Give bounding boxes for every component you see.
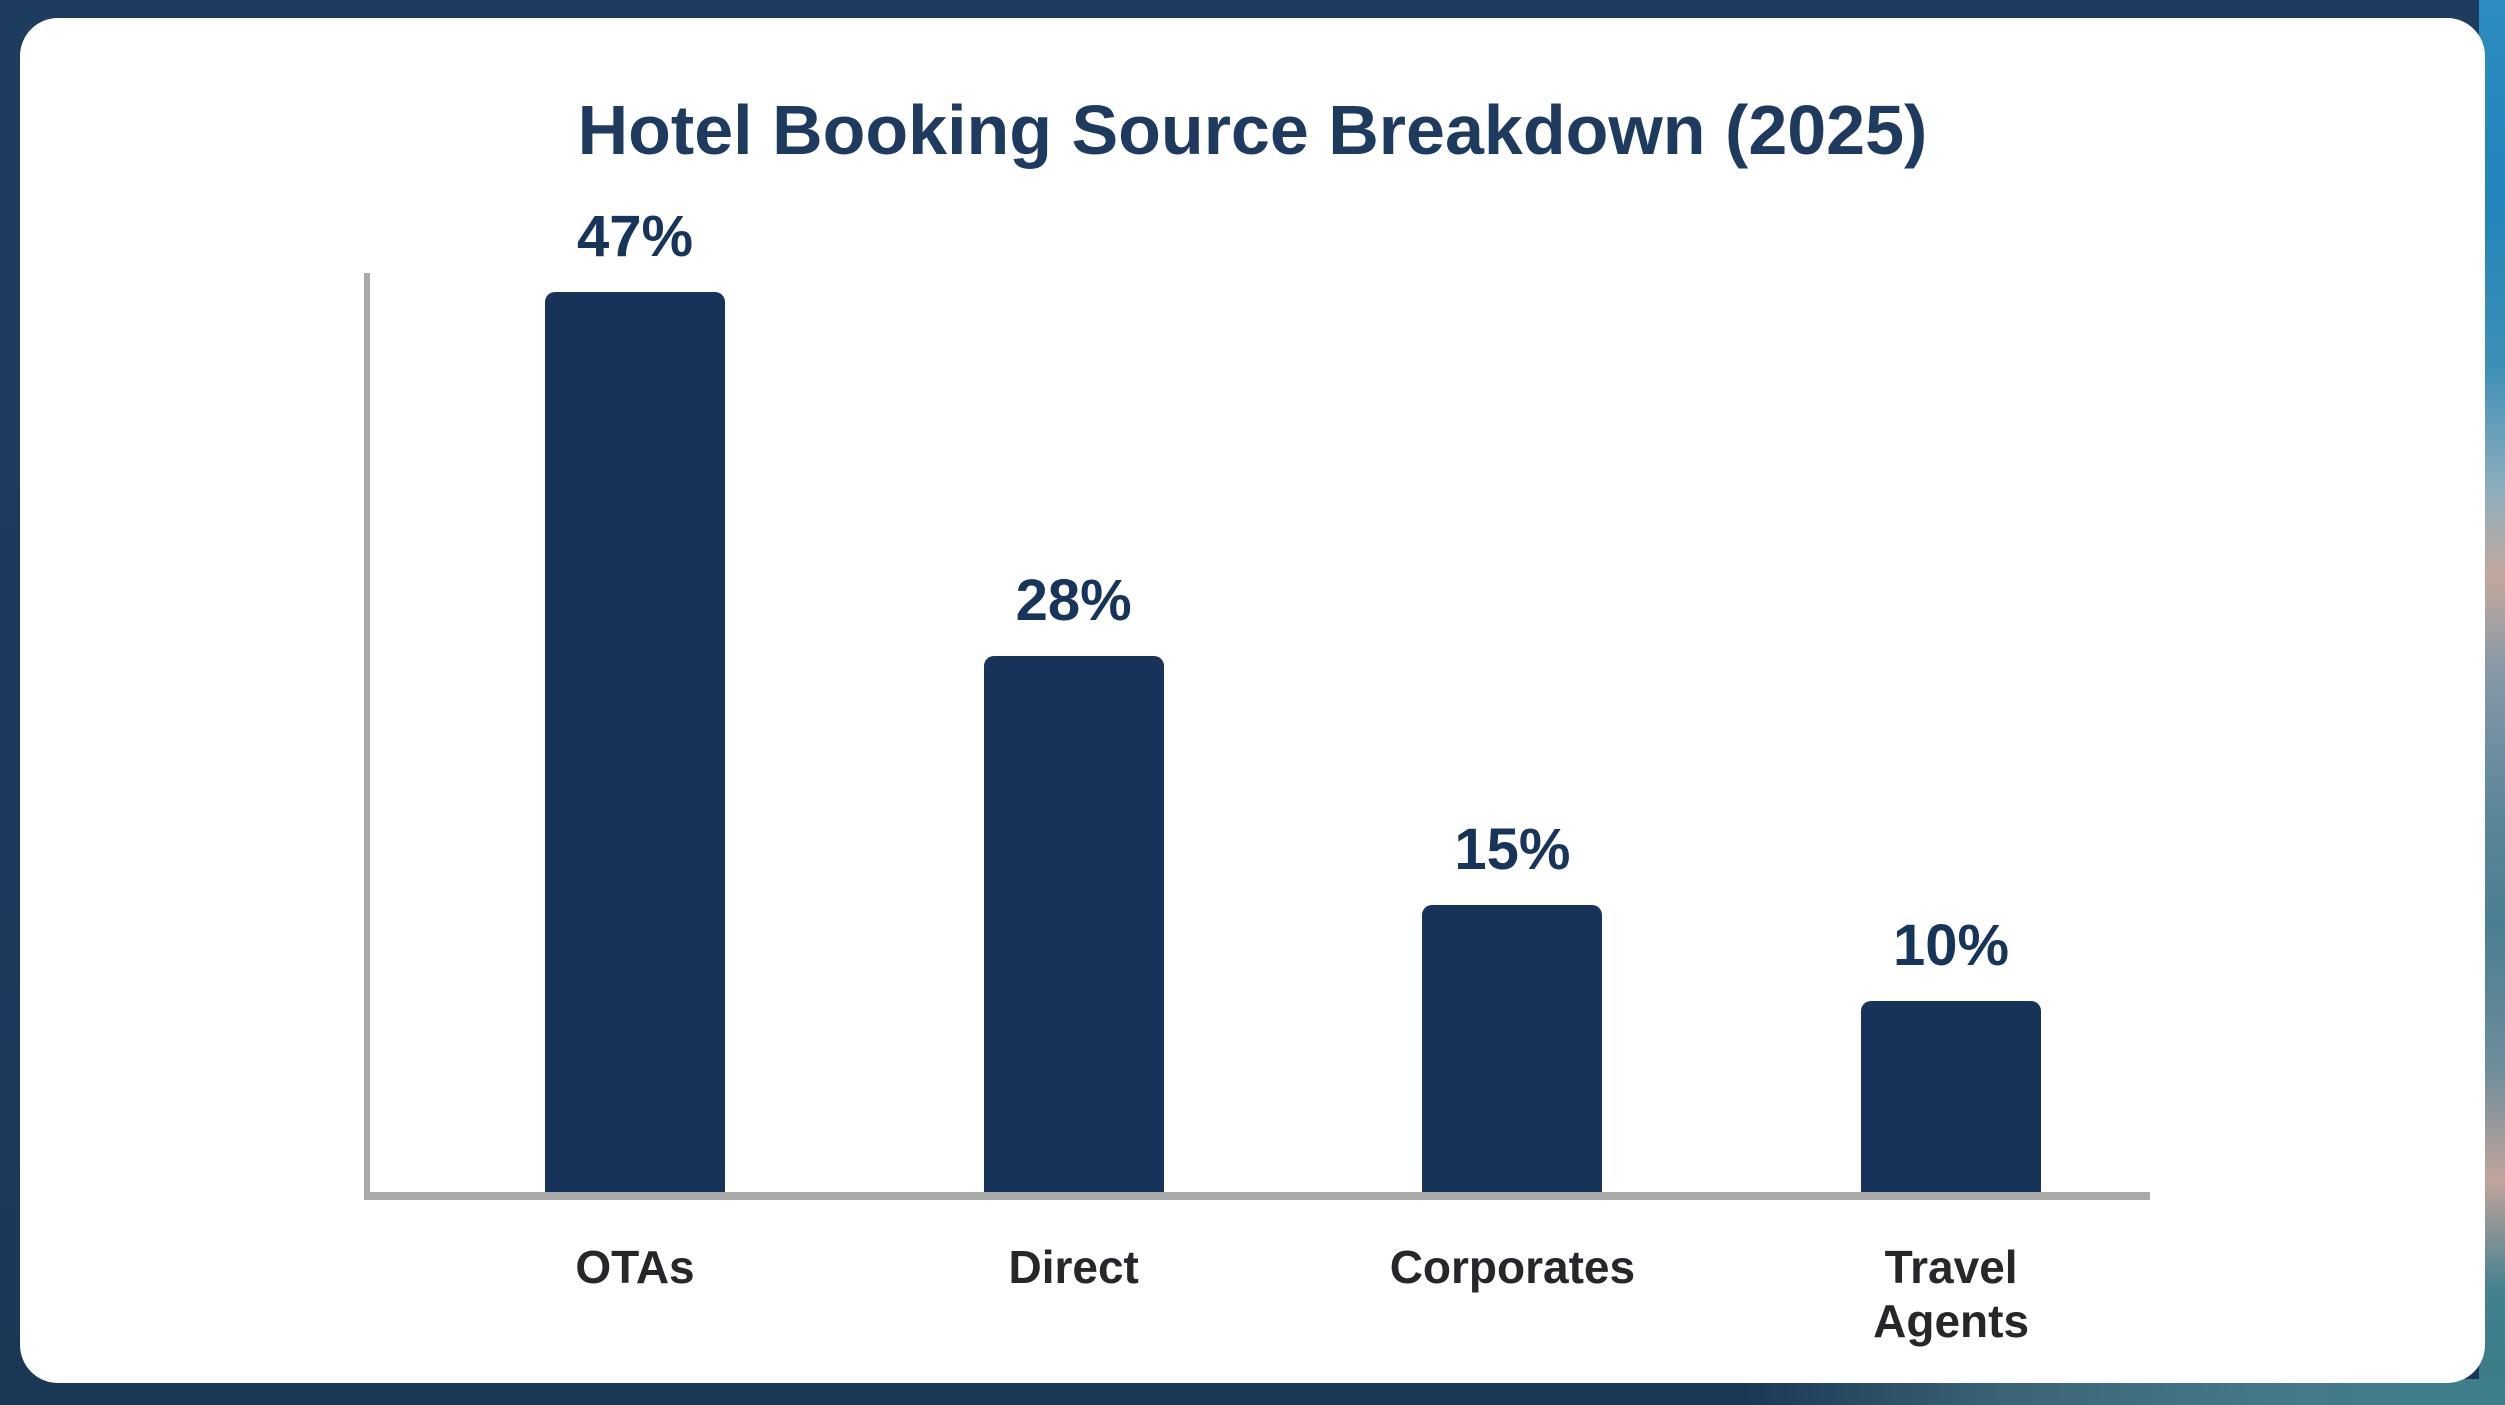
bar-corporates — [1422, 905, 1603, 1192]
category-label-travel-agents: Travel Agents — [1873, 1241, 2030, 1348]
background-photo-bottom-edge — [1745, 1379, 2505, 1405]
category-label-otas: OTAs — [575, 1241, 695, 1293]
chart-card: Hotel Booking Source Breakdown (2025) 47… — [20, 18, 2485, 1383]
category-label-corporates: Corporates — [1389, 1241, 1636, 1293]
bars-container: 47% OTAs 28% Direct 15% Corporates 10% Travel A… — [364, 204, 2150, 1347]
value-label-direct: 28% — [1015, 568, 1132, 633]
bar-otas — [545, 292, 725, 1192]
bar-direct — [983, 656, 1164, 1192]
plot-area: 47% OTAs 28% Direct 15% Corporates 10% Travel A… — [364, 204, 2150, 1347]
chart-title: Hotel Booking Source Breakdown (2025) — [577, 91, 1928, 169]
value-label-travel-agents: 10% — [1893, 913, 2010, 978]
bar-travel-agents — [1861, 1001, 2042, 1192]
category-label-direct: Direct — [1008, 1241, 1139, 1293]
x-axis-line — [364, 1192, 2150, 1200]
value-label-otas: 47% — [576, 204, 694, 269]
y-axis-line — [364, 273, 370, 1200]
value-label-corporates: 15% — [1454, 817, 1571, 882]
